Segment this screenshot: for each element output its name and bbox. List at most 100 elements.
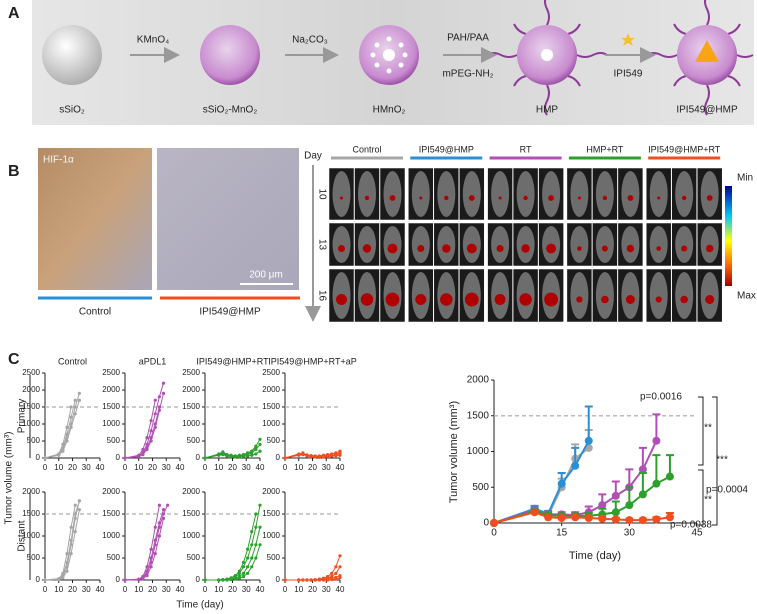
x-tick-label: 20	[148, 463, 157, 472]
x-tick-label: 10	[294, 463, 303, 472]
mouse-body	[595, 171, 614, 217]
tumor-signal	[548, 195, 554, 201]
data-point	[665, 472, 674, 481]
data-point	[313, 455, 317, 459]
series-line	[205, 513, 257, 581]
data-point	[258, 525, 262, 529]
data-point	[145, 436, 149, 440]
data-point	[638, 465, 647, 474]
y-tick-label: 1000	[182, 419, 200, 428]
data-point	[73, 398, 77, 402]
data-point	[330, 454, 334, 458]
y-tick-label: 0	[196, 575, 201, 584]
mouse-body	[649, 171, 668, 217]
data-point	[254, 556, 258, 560]
tumor-signal	[602, 195, 608, 201]
data-point	[334, 454, 338, 458]
y-tick-label: 1500	[182, 402, 200, 411]
y-tick-label: 500	[187, 436, 201, 445]
data-point	[221, 451, 225, 456]
data-point	[254, 452, 258, 456]
data-point	[141, 577, 145, 581]
tumor-signal	[656, 246, 661, 251]
y-tick-label: 0	[116, 575, 121, 584]
data-point	[65, 425, 69, 429]
y-tick-label: 1000	[262, 531, 280, 540]
data-point	[301, 452, 305, 456]
data-point	[246, 547, 250, 551]
data-point	[77, 508, 81, 512]
panel-label: C	[8, 351, 20, 368]
error-bar	[652, 413, 661, 441]
x-tick-label: 40	[96, 463, 105, 472]
data-point	[334, 565, 338, 569]
data-point	[61, 574, 65, 579]
y-tick-label: 2500	[182, 368, 200, 377]
x-tick-label: 40	[176, 585, 185, 594]
data-point	[153, 412, 157, 416]
y-tick-label: 500	[267, 436, 281, 445]
x-tick-label: 0	[123, 585, 128, 594]
data-point	[571, 513, 580, 522]
data-point	[225, 578, 229, 582]
mouse-body	[570, 272, 589, 319]
series-line	[205, 505, 261, 581]
tumor-signal	[523, 195, 528, 201]
data-point	[141, 447, 145, 452]
data-point	[250, 449, 254, 453]
data-point	[153, 543, 157, 547]
x-tick-label: 10	[214, 585, 223, 594]
tumor-signal	[626, 244, 635, 253]
x-tick-label: 30	[322, 585, 331, 594]
data-point	[77, 499, 81, 503]
data-point	[334, 577, 338, 581]
x-tick-label: 20	[68, 585, 77, 594]
tumor-signal	[521, 244, 530, 253]
data-point	[317, 455, 321, 459]
data-point	[625, 501, 634, 510]
tumor-signal	[385, 292, 400, 307]
tumor-signal	[576, 296, 583, 303]
annotation: p=0.0016	[640, 392, 682, 403]
data-point	[229, 577, 233, 582]
x-tick-label: 0	[203, 585, 208, 594]
annotation: **	[704, 495, 712, 506]
y-tick-label: 1000	[467, 446, 490, 457]
y-tick-label: 2000	[102, 385, 120, 394]
data-point	[246, 571, 250, 576]
data-point	[326, 578, 330, 582]
mouse-body	[542, 171, 561, 217]
data-point	[638, 490, 647, 499]
tumor-signal	[544, 292, 558, 307]
y-tick-label: 1000	[182, 531, 200, 540]
data-point	[69, 525, 73, 529]
data-point	[652, 479, 661, 488]
data-point	[221, 578, 225, 582]
sphere	[42, 25, 102, 85]
x-tick-label: 30	[82, 463, 91, 472]
x-tick-label: 10	[134, 463, 143, 472]
data-point	[317, 578, 321, 582]
annotation: ***	[716, 455, 728, 466]
row-label: Distant	[17, 520, 28, 551]
data-point	[250, 453, 254, 457]
data-point	[161, 381, 166, 385]
drug-load	[695, 40, 719, 62]
y-tick-label: 500	[107, 436, 121, 445]
x-tick-label: 10	[54, 463, 63, 472]
chart-title: IPI549@HMP+RT	[196, 356, 269, 366]
x-tick-label: 20	[148, 585, 157, 594]
data-point	[652, 436, 661, 445]
tumor-signal	[442, 244, 451, 253]
tumor-signal	[681, 245, 688, 252]
data-point	[149, 429, 153, 433]
day-label: Day	[304, 151, 322, 162]
y-tick-label: 0	[36, 575, 41, 584]
data-point	[69, 405, 73, 409]
histology-image	[38, 148, 152, 290]
data-point	[638, 516, 647, 525]
material-label: sSiO₂	[59, 105, 85, 116]
tumor-signal	[468, 195, 475, 201]
scale-label: 200 μm	[249, 270, 283, 281]
data-point	[297, 578, 301, 582]
